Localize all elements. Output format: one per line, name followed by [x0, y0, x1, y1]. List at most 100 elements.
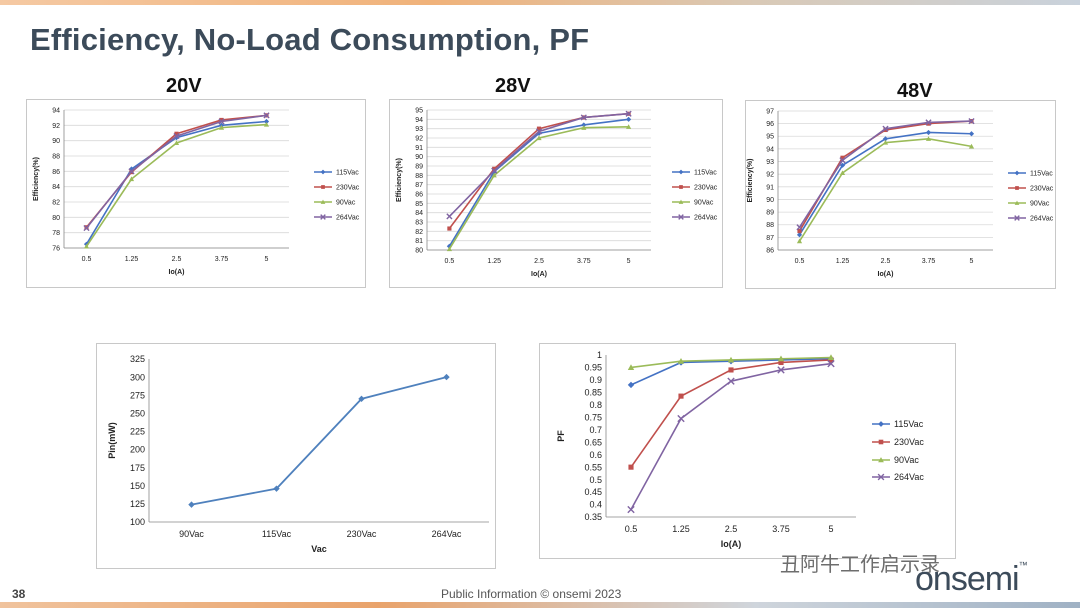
data-point: [447, 226, 452, 231]
watermark-text: 丑阿牛工作启示录: [780, 552, 940, 576]
legend-marker: [320, 199, 326, 204]
data-point: [882, 136, 889, 142]
legend-marker: [320, 214, 326, 220]
y-tick-label: 88: [415, 173, 423, 180]
chart-efficiency-20v: 76 78 80 82 84 86 88 90 92 94 0.5 1.25 2.5 3.75 5 Io(A)…: [26, 99, 366, 288]
legend-label: 264Vac: [694, 214, 718, 221]
x-tick-label: 2.5: [881, 258, 891, 265]
chart-no-load-pin: 100 125 150 175 200 225 250 275 300 325 90Vac 115Va…: [96, 343, 496, 569]
legend-marker: [320, 169, 326, 175]
series-line: [798, 131, 972, 236]
legend-entry: 230Vac: [672, 184, 718, 191]
y-tick-label: 225: [130, 427, 145, 437]
data-point: [839, 162, 846, 168]
data-point: [882, 139, 889, 145]
data-point: [968, 131, 975, 137]
y-tick-label: 86: [415, 191, 423, 198]
data-point: [625, 110, 632, 117]
series-264vac: [446, 110, 632, 220]
data-point: [796, 224, 803, 231]
chart-power-factor-svg: 0.350.40.450.50.550.60.650.70.750.80.850…: [556, 350, 924, 549]
page-number: 38: [12, 587, 26, 601]
y-tick-label: 0.75: [584, 412, 602, 422]
series-90vac: [83, 121, 270, 249]
legend-entry: 90Vac: [872, 455, 919, 465]
y-tick-label: 90: [766, 197, 774, 204]
x-tick-label: 0.5: [445, 258, 455, 265]
legend-label: 90Vac: [336, 199, 356, 206]
y-tick-label: 89: [766, 210, 774, 217]
data-point: [677, 414, 685, 423]
x-tick-label: 0.5: [82, 256, 92, 263]
legend-marker: [1014, 200, 1020, 205]
y-tick-label: 87: [415, 182, 423, 189]
x-tick-label: 5: [265, 256, 269, 263]
data-point: [536, 126, 542, 131]
y-tick-label: 95: [415, 107, 423, 114]
legend-entry: 264Vac: [314, 214, 360, 221]
series-264vac: [83, 112, 270, 232]
data-point: [882, 125, 889, 132]
top-accent-bar: [0, 0, 1080, 5]
x-tick-label: 5: [627, 258, 631, 265]
legend-label: 264Vac: [336, 214, 360, 221]
y-tick-label: 90: [415, 154, 423, 161]
y-tick-label: 86: [52, 169, 60, 176]
legend-label: 90Vac: [694, 199, 714, 206]
x-tick-label: 2.5: [534, 258, 544, 265]
data-point: [83, 224, 90, 232]
data-point: [536, 135, 542, 141]
legend-label: 115Vac: [694, 169, 717, 176]
data-point: [839, 170, 846, 175]
legend-entry: 90Vac: [672, 199, 714, 206]
y-tick-label: 81: [415, 238, 423, 245]
series-90vac: [446, 124, 632, 252]
data-point: [188, 501, 195, 508]
data-point: [797, 228, 802, 234]
series-230vac: [628, 357, 834, 470]
legend-entry: 90Vac: [1008, 200, 1050, 207]
data-point: [925, 136, 932, 141]
slide-title: Efficiency, No-Load Consumption, PF: [30, 22, 590, 57]
x-tick-label: 1.25: [125, 256, 139, 263]
legend-label: 264Vac: [1030, 215, 1054, 222]
series-264vac: [796, 118, 975, 231]
data-point: [83, 243, 90, 249]
data-point: [777, 366, 785, 374]
data-point: [443, 373, 450, 381]
y-axis-label: Efficiency(%): [396, 158, 403, 202]
data-point: [827, 360, 835, 368]
y-tick-label: 76: [52, 245, 60, 252]
data-point: [128, 168, 135, 175]
brand-logo-text: onsemi: [915, 560, 1020, 598]
data-point: [840, 155, 845, 160]
y-tick-label: 0.5: [589, 475, 602, 485]
y-tick-label: 78: [52, 230, 60, 237]
x-tick-label: 5: [828, 524, 833, 534]
series-115vac: [796, 129, 975, 238]
legend-marker: [678, 169, 684, 175]
y-tick-label: 100: [130, 517, 145, 527]
data-point: [263, 118, 270, 125]
data-point: [219, 117, 224, 123]
y-tick-label: 91: [766, 184, 774, 191]
data-point: [728, 367, 734, 373]
data-point: [273, 485, 280, 492]
legend-marker: [321, 185, 325, 189]
data-point: [627, 364, 635, 371]
chart-efficiency-48v-svg: 86 87 88 89 90 91 92 93 94 95 96 97 0.5 1.25 2.5 3.75 5 I…: [747, 108, 1054, 278]
series-line: [191, 376, 447, 506]
data-point: [626, 124, 632, 129]
y-axis-label: Efficiency(%): [33, 157, 40, 201]
data-point: [678, 393, 684, 399]
y-tick-label: 125: [130, 499, 145, 509]
data-point: [727, 377, 735, 385]
series-264vac: [627, 360, 835, 514]
data-point: [491, 167, 498, 174]
y-tick-label: 92: [52, 123, 60, 130]
y-tick-label: 0.45: [584, 487, 602, 497]
footer-info: Public Information © onsemi 2023: [441, 587, 622, 601]
data-point: [627, 381, 635, 389]
data-point: [628, 464, 634, 470]
legend-marker: [1014, 170, 1020, 176]
